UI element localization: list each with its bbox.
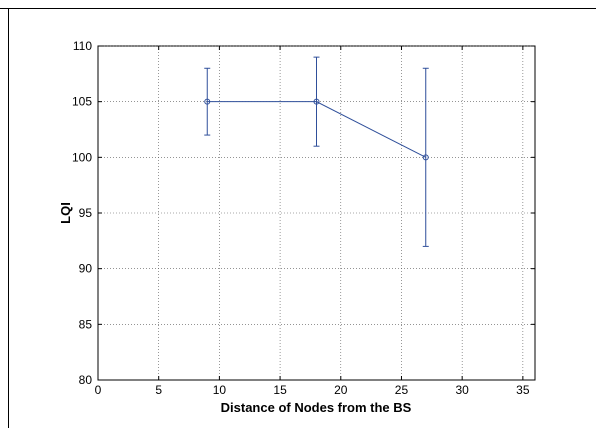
- x-tick-label: 5: [155, 383, 162, 397]
- y-tick-label: 100: [72, 150, 92, 164]
- data-point: [204, 98, 211, 105]
- x-tick-label: 10: [213, 383, 227, 397]
- x-tick-label: 15: [273, 383, 287, 397]
- y-tick-label: 85: [79, 317, 93, 331]
- x-tick-label: 25: [395, 383, 409, 397]
- x-tick-label: 20: [334, 383, 348, 397]
- plot-area: 0 5 10 15 20 25 30 35 80 85 90 95 100 105 110: [72, 39, 536, 397]
- y-tick-label: 110: [73, 39, 92, 53]
- x-tick-label: 30: [455, 383, 469, 397]
- x-tick-label: 0: [95, 383, 102, 397]
- y-tick-label: 95: [79, 206, 93, 220]
- grid-lines: [98, 45, 535, 380]
- x-axis-label: Distance of Nodes from the BS: [221, 400, 412, 415]
- data-point: [422, 154, 429, 161]
- y-axis-ticks: 80 85 90 95 100 105 110: [72, 39, 535, 387]
- y-tick-label: 105: [72, 95, 92, 109]
- y-tick-label: 90: [79, 262, 93, 276]
- x-tick-label: 35: [516, 383, 530, 397]
- series-layer: [204, 56, 429, 247]
- data-point: [313, 98, 320, 105]
- x-axis-ticks: 0 5 10 15 20 25 30 35: [95, 46, 530, 397]
- y-tick-label: 80: [79, 373, 93, 387]
- y-axis-label: LQI: [58, 202, 73, 224]
